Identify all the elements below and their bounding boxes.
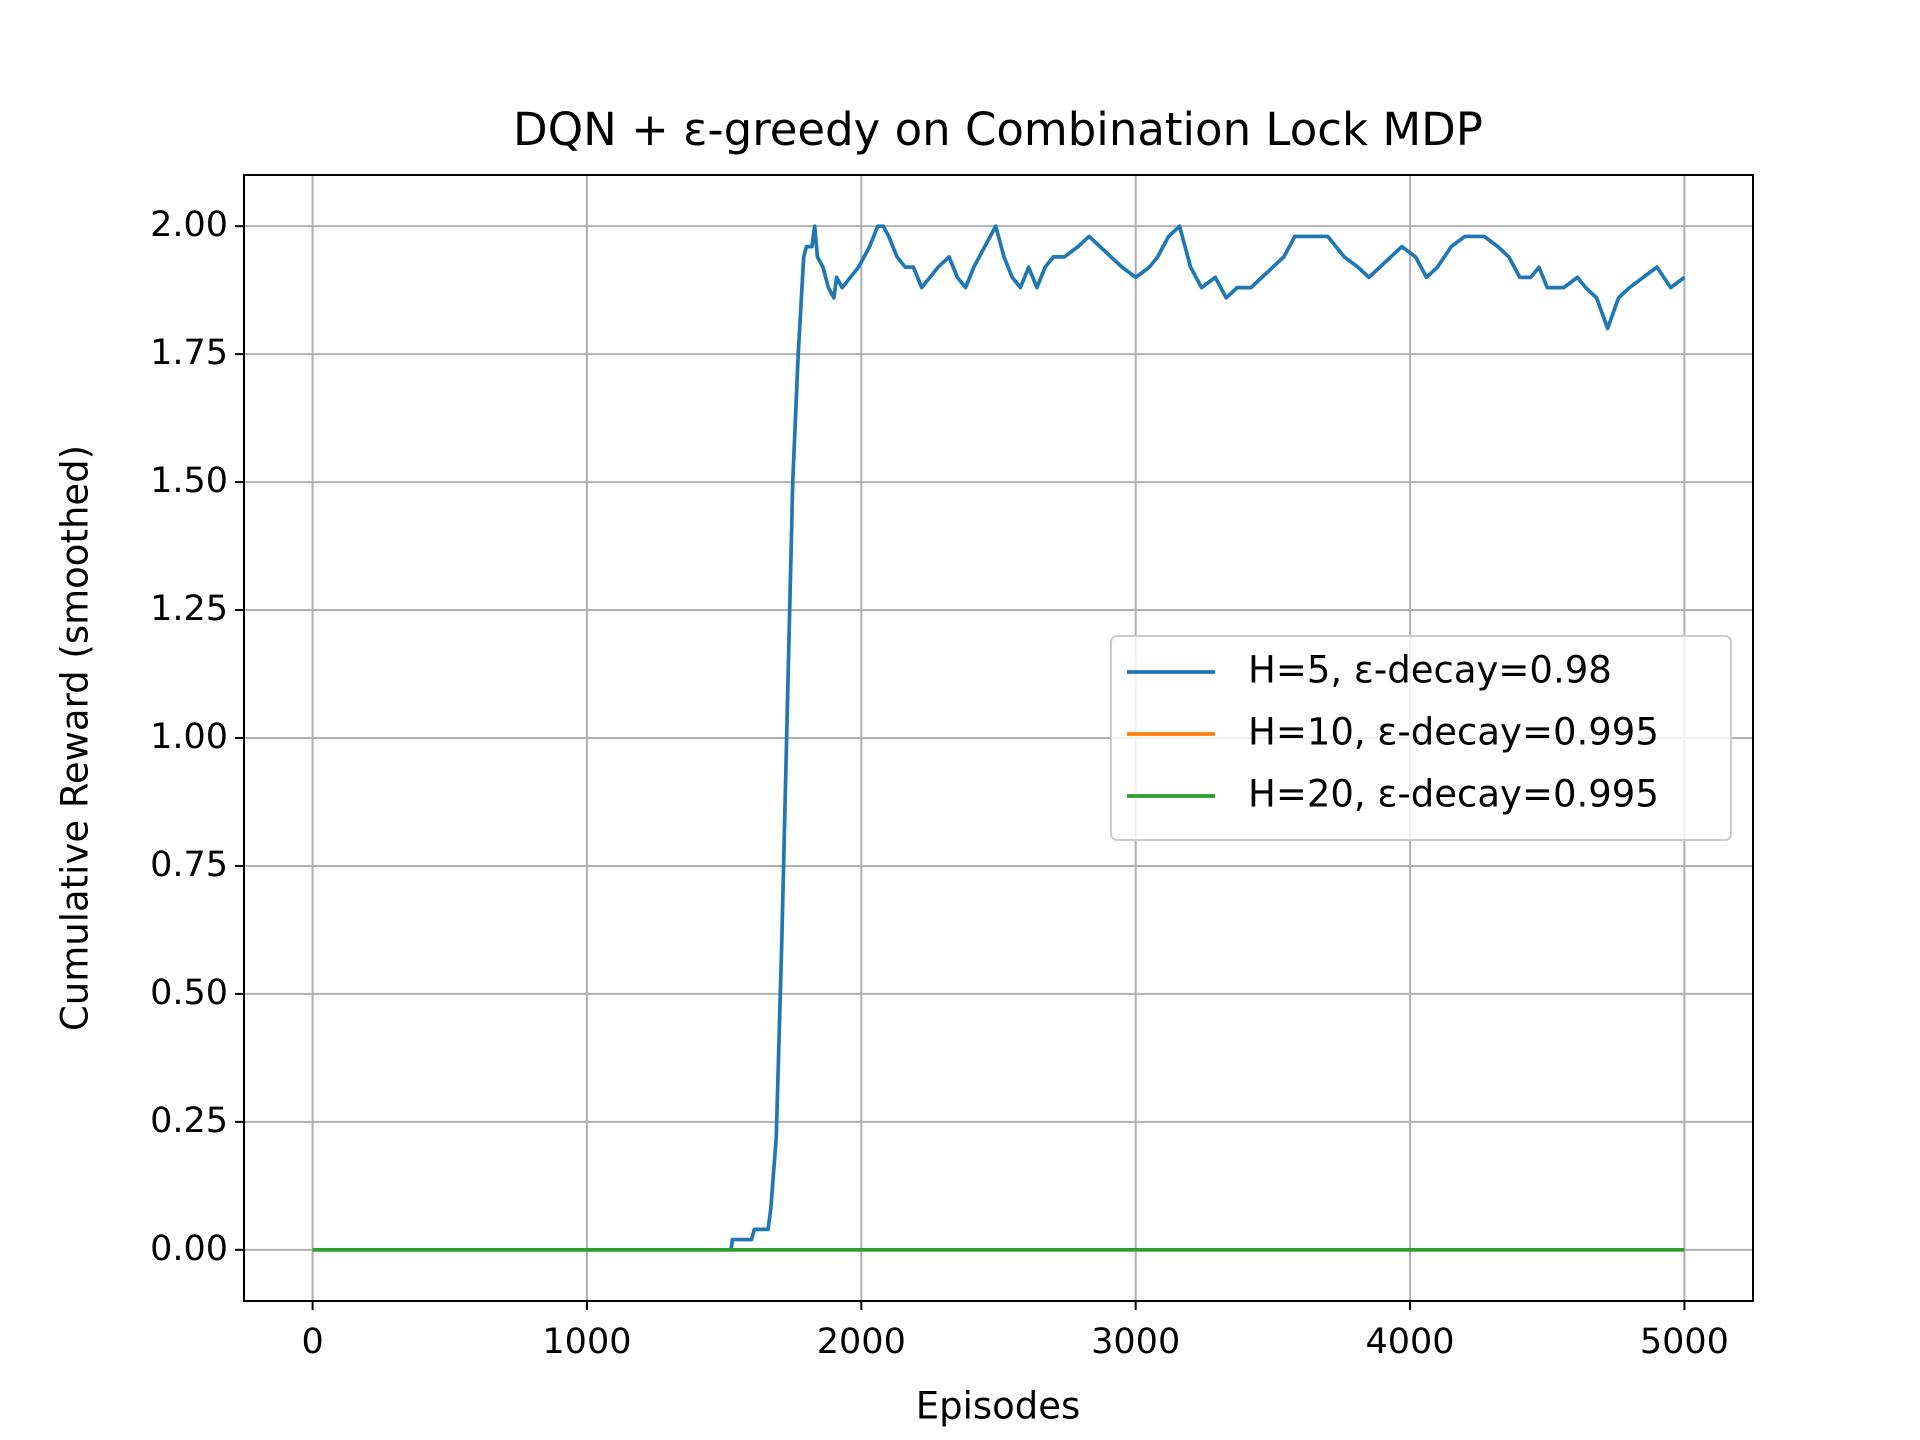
x-tick-label: 0 [301, 1322, 323, 1362]
legend-label: H=10, ε-decay=0.995 [1248, 711, 1659, 754]
y-tick-label: 1.25 [150, 589, 228, 629]
y-tick-label: 0.50 [150, 973, 228, 1013]
x-tick-label: 3000 [1091, 1322, 1180, 1362]
y-tick-label: 1.50 [150, 461, 228, 501]
y-tick-label: 1.00 [150, 717, 228, 757]
y-tick-label: 0.00 [150, 1229, 228, 1269]
x-tick-label: 5000 [1640, 1322, 1729, 1362]
x-axis-label: Episodes [916, 1385, 1081, 1428]
legend-box [1110, 635, 1732, 841]
y-tick-label: 2.00 [150, 205, 228, 245]
plot-frame [243, 174, 1754, 1302]
y-axis-label: Cumulative Reward (smoothed) [54, 445, 97, 1031]
chart-title: DQN + ε-greedy on Combination Lock MDP [513, 103, 1483, 156]
legend-label: H=5, ε-decay=0.98 [1248, 649, 1612, 692]
legend-label: H=20, ε-decay=0.995 [1248, 773, 1659, 816]
series-line [312, 224, 1686, 1252]
y-tick-label: 0.75 [150, 845, 228, 885]
x-tick-label: 1000 [542, 1322, 631, 1362]
x-tick-label: 2000 [817, 1322, 906, 1362]
y-tick-label: 1.75 [150, 333, 228, 373]
x-tick-label: 4000 [1366, 1322, 1455, 1362]
y-tick-label: 0.25 [150, 1101, 228, 1141]
